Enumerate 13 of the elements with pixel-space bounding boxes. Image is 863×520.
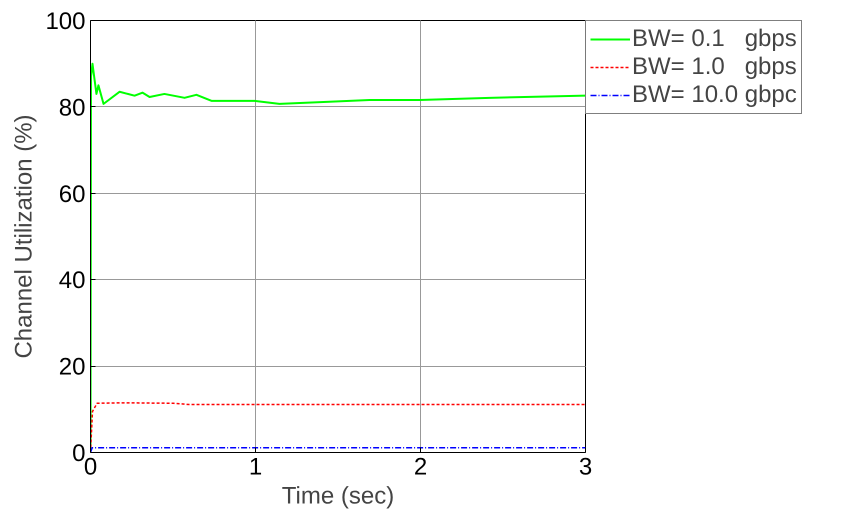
y-axis-title: Channel Utilization (%) xyxy=(10,114,38,359)
x-tick-label: 2 xyxy=(414,454,428,480)
y-tick-label: 40 xyxy=(58,267,86,294)
y-tick-label: 20 xyxy=(58,354,86,381)
x-tick-label: 3 xyxy=(578,454,592,480)
x-axis-title: Time (sec) xyxy=(282,482,394,510)
legend-label: BW= 1.0 gbps xyxy=(632,53,797,81)
legend-label: BW= 0.1 gbps xyxy=(632,25,797,53)
y-tick-label: 100 xyxy=(45,8,86,35)
y-tick-label: 60 xyxy=(58,180,86,208)
y-tick-label: 80 xyxy=(58,94,86,122)
legend-label: BW= 10.0 gbpc xyxy=(632,81,797,109)
x-tick-label: 1 xyxy=(248,454,262,480)
